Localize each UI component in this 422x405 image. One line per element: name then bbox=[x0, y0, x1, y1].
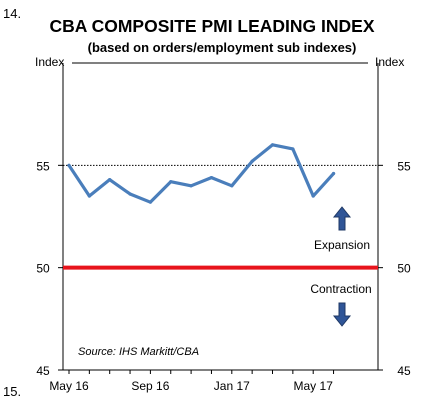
pmi-data-point bbox=[311, 194, 315, 198]
expansion-up-arrow bbox=[332, 206, 352, 231]
pmi-series-line bbox=[67, 143, 336, 204]
pmi-data-point bbox=[189, 184, 193, 188]
contraction-label: Contraction bbox=[310, 282, 371, 296]
pmi-data-point bbox=[128, 192, 132, 196]
pmi-data-point bbox=[108, 178, 112, 182]
arrows bbox=[332, 206, 352, 327]
expansion-label: Expansion bbox=[314, 238, 370, 252]
source-note: Source: IHS Markitt/CBA bbox=[78, 346, 199, 358]
pmi-data-point bbox=[169, 180, 173, 184]
pmi-data-point bbox=[250, 159, 254, 163]
pmi-data-point bbox=[270, 143, 275, 147]
y-axis-label-right: Index bbox=[375, 55, 404, 69]
page-number-bottom: 15. bbox=[3, 384, 21, 399]
y-tick-label-right: 55 bbox=[397, 159, 411, 173]
pmi-data-point bbox=[291, 147, 295, 151]
chart-title: CBA COMPOSITE PMI LEADING INDEX bbox=[49, 16, 374, 36]
pmi-data-point bbox=[230, 184, 234, 188]
contraction-down-arrow bbox=[332, 302, 352, 327]
y-axis-label-left: Index bbox=[35, 55, 64, 69]
y-tick-label-right: 50 bbox=[397, 262, 411, 276]
x-tick-label: Jan 17 bbox=[214, 379, 250, 393]
x-tick-label: Sep 16 bbox=[131, 379, 169, 393]
x-tick-label: May 17 bbox=[294, 379, 334, 393]
pmi-data-point bbox=[67, 163, 71, 167]
plot-area: 45 45 50 50 55 55 May 16 Sep 16 Jan 17 May 17 bbox=[36, 63, 411, 393]
chart-subtitle: (based on orders/employment sub indexes) bbox=[88, 40, 357, 55]
pmi-data-point bbox=[87, 194, 91, 198]
page-number-top: 14. bbox=[3, 6, 21, 21]
pmi-data-point bbox=[148, 200, 152, 204]
y-tick-label-left: 45 bbox=[36, 364, 50, 378]
x-tick-label: May 16 bbox=[49, 379, 89, 393]
pmi-data-point bbox=[209, 176, 214, 180]
y-tick-label-left: 55 bbox=[36, 159, 50, 173]
y-tick-label-left: 50 bbox=[36, 262, 50, 276]
pmi-data-point bbox=[331, 171, 336, 176]
y-tick-label-right: 45 bbox=[397, 364, 411, 378]
